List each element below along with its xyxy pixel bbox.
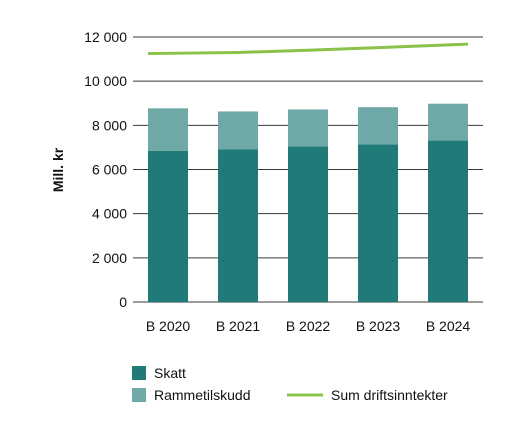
x-tick-labels: B 2020 B 2021 B 2022 B 2023 B 2024 bbox=[146, 318, 471, 334]
x-tick-label: B 2020 bbox=[146, 318, 191, 334]
x-tick-label: B 2021 bbox=[216, 318, 261, 334]
bar-rammetilskudd bbox=[218, 111, 258, 150]
y-axis-title: Mill. kr bbox=[50, 147, 66, 192]
bar-skatt bbox=[218, 149, 258, 302]
y-tick-label: 6 000 bbox=[92, 162, 127, 178]
y-tick-label: 2 000 bbox=[92, 250, 127, 266]
legend-swatch-skatt bbox=[132, 366, 146, 380]
y-tick-label: 8 000 bbox=[92, 117, 127, 133]
y-tick-label: 10 000 bbox=[84, 73, 127, 89]
sum-line-layer bbox=[147, 42, 469, 56]
x-tick-label: B 2023 bbox=[356, 318, 401, 334]
bar-rammetilskudd bbox=[358, 107, 398, 145]
bar-rammetilskudd bbox=[288, 109, 328, 147]
legend-label-skatt: Skatt bbox=[154, 365, 186, 381]
legend: Skatt Rammetilskudd Sum driftsinntekter bbox=[132, 365, 448, 403]
y-tick-labels: 0 2 000 4 000 6 000 8 000 10 000 12 000 bbox=[84, 29, 127, 310]
legend-label-rammetilskudd: Rammetilskudd bbox=[154, 387, 250, 403]
x-tick-label: B 2022 bbox=[286, 318, 331, 334]
bars bbox=[148, 103, 468, 302]
legend-label-sum-driftsinntekter: Sum driftsinntekter bbox=[331, 387, 448, 403]
legend-swatch-rammetilskudd bbox=[132, 388, 146, 402]
bar-rammetilskudd bbox=[148, 108, 188, 151]
bar-skatt bbox=[358, 144, 398, 302]
bar-rammetilskudd bbox=[428, 103, 468, 141]
bar-skatt bbox=[148, 150, 188, 302]
x-tick-label: B 2024 bbox=[426, 318, 471, 334]
sum-driftsinntekter-line bbox=[147, 42, 469, 56]
bar-skatt bbox=[288, 146, 328, 302]
y-tick-label: 0 bbox=[119, 294, 127, 310]
bar-skatt bbox=[428, 140, 468, 302]
y-tick-label: 4 000 bbox=[92, 206, 127, 222]
y-tick-label: 12 000 bbox=[84, 29, 127, 45]
